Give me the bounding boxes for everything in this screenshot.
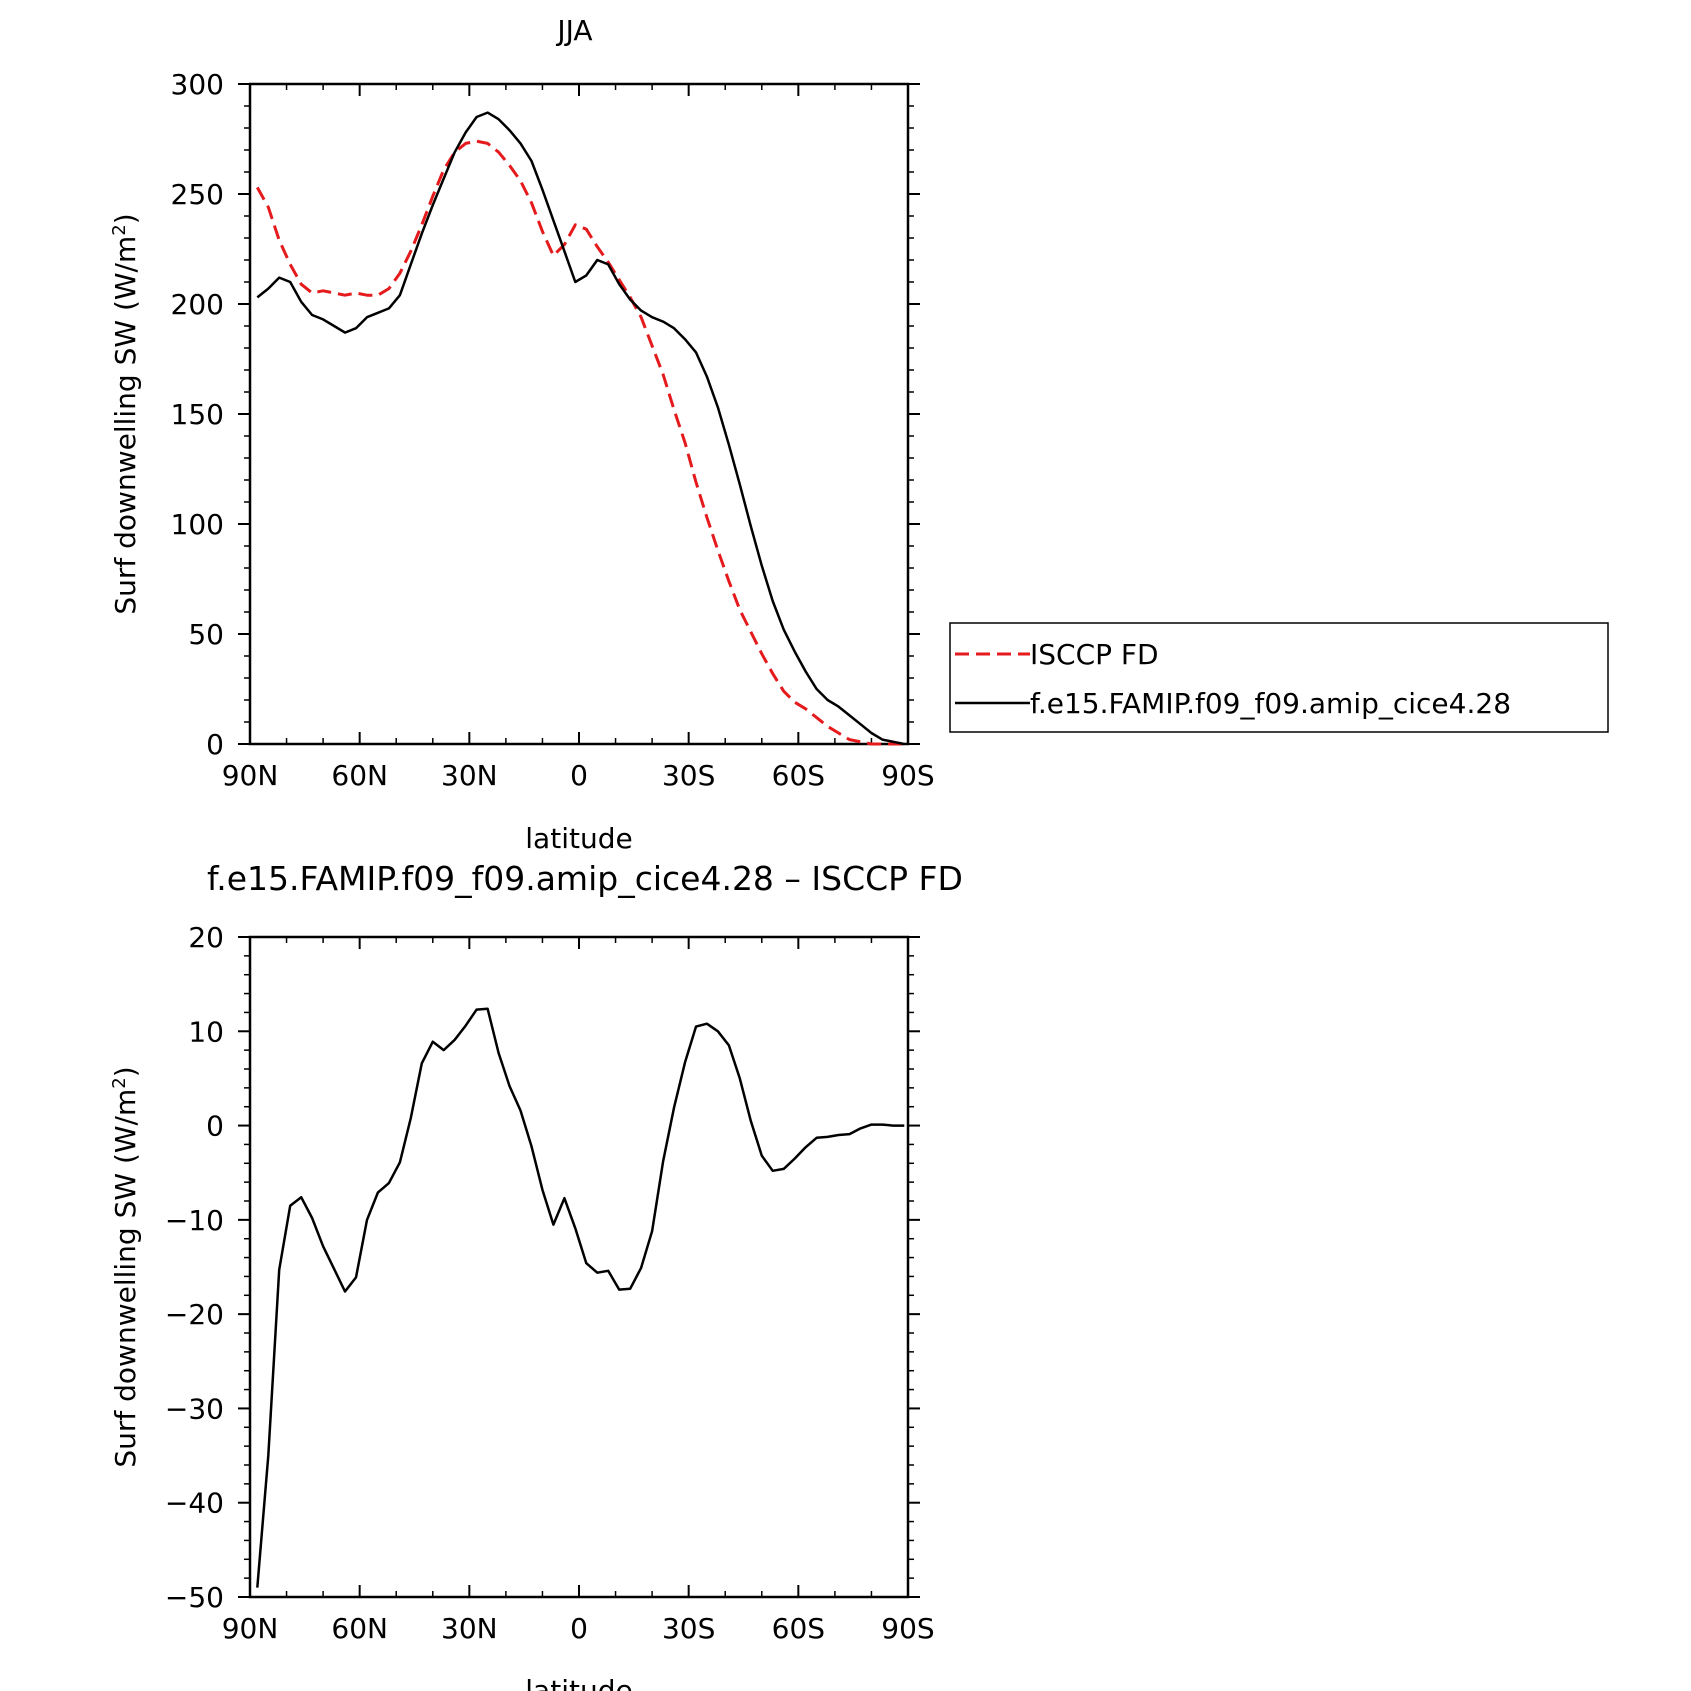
y-tick-label: −30 xyxy=(165,1392,224,1425)
y-tick-label: 50 xyxy=(188,618,224,651)
x-tick-label: 90N xyxy=(222,1612,279,1645)
x-tick-label: 90N xyxy=(222,759,279,792)
x-tick-label: 60N xyxy=(331,1612,388,1645)
top-chart-frame xyxy=(248,82,910,746)
bottom-chart-frame xyxy=(248,935,910,1599)
bottom-chart-ylabel: Surf downwelling SW (W/m2) xyxy=(109,1066,142,1467)
y-tick-label: 200 xyxy=(171,288,224,321)
x-tick-label: 30N xyxy=(441,759,498,792)
y-tick-label: 20 xyxy=(188,921,224,954)
y-tick-label: 150 xyxy=(171,398,224,431)
x-tick-label: 60S xyxy=(772,759,825,792)
x-tick-label: 30S xyxy=(662,1612,715,1645)
x-tick-label: 30S xyxy=(662,759,715,792)
y-tick-label: 250 xyxy=(171,178,224,211)
y-tick-label: −10 xyxy=(165,1204,224,1237)
y-tick-label: 0 xyxy=(206,1110,224,1143)
bottom-chart-series xyxy=(256,1007,905,1588)
x-tick-label: 60N xyxy=(331,759,388,792)
bottom-chart-title: f.e15.FAMIP.f09_f09.amip_cice4.28 – ISCC… xyxy=(207,859,963,898)
x-tick-label: 60S xyxy=(772,1612,825,1645)
x-tick-label: 0 xyxy=(570,759,588,792)
series-line-1 xyxy=(256,111,905,746)
bottom-chart-ylabel-sup: 2 xyxy=(109,1077,130,1088)
x-tick-label: 90S xyxy=(881,1612,934,1645)
y-tick-label: 300 xyxy=(171,68,224,101)
y-tick-label: 0 xyxy=(206,728,224,761)
legend: ISCCP FD f.e15.FAMIP.f09_f09.amip_cice4.… xyxy=(949,622,1609,733)
y-tick-label: −50 xyxy=(165,1581,224,1614)
top-chart-ylabel: Surf downwelling SW (W/m2) xyxy=(109,213,142,614)
top-chart-xlabel: latitude xyxy=(525,822,632,855)
top-chart-ylabel-sup: 2 xyxy=(109,224,130,235)
x-tick-label: 0 xyxy=(570,1612,588,1645)
bottom-chart-xlabel: latitude xyxy=(525,1674,632,1691)
bottom-chart-ylabel-main: Surf downwelling SW (W/m xyxy=(109,1089,142,1468)
bottom-chart-ticks: 90N 60N 30N 0 30S 60S 90S −50 −40 −30 −20 −10 0 10 20 xyxy=(165,921,935,1645)
legend-label-isccp: ISCCP FD xyxy=(1030,638,1159,671)
legend-label-model: f.e15.FAMIP.f09_f09.amip_cice4.28 xyxy=(1030,687,1511,720)
series-line-0 xyxy=(256,1007,905,1588)
x-tick-label: 30N xyxy=(441,1612,498,1645)
y-tick-label: 10 xyxy=(188,1015,224,1048)
top-chart-ylabel-close: ) xyxy=(109,213,142,224)
y-tick-label: 100 xyxy=(171,508,224,541)
y-tick-label: −40 xyxy=(165,1487,224,1520)
top-chart: JJA 90N 60N 30N 0 30S 60S 90S 0 50 100 150 200 250 30… xyxy=(109,14,935,855)
bottom-chart-ylabel-close: ) xyxy=(109,1066,142,1077)
top-chart-series xyxy=(255,111,905,746)
y-tick-label: −20 xyxy=(165,1298,224,1331)
top-chart-ylabel-main: Surf downwelling SW (W/m xyxy=(109,236,142,615)
top-chart-ticks: 90N 60N 30N 0 30S 60S 90S 0 50 100 150 200 250 300 xyxy=(171,68,935,792)
legend-box xyxy=(949,622,1609,733)
top-chart-title: JJA xyxy=(555,14,592,47)
series-line-0 xyxy=(255,139,905,746)
x-tick-label: 90S xyxy=(881,759,934,792)
bottom-chart: f.e15.FAMIP.f09_f09.amip_cice4.28 – ISCC… xyxy=(109,859,963,1691)
